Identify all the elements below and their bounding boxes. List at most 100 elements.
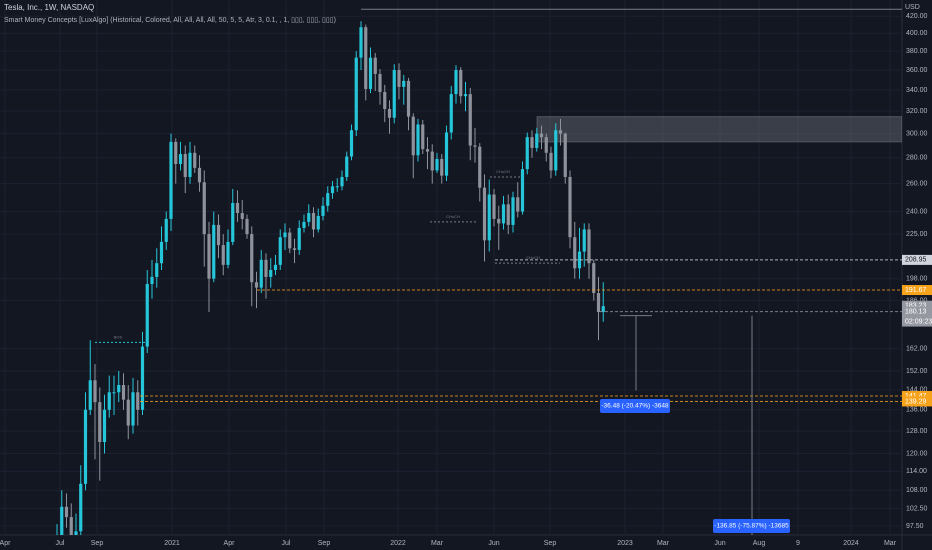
y-tick-label: 260.00: [906, 180, 928, 187]
candle-body: [573, 237, 577, 269]
x-tick-label: Jul: [56, 540, 65, 547]
candle-body: [392, 70, 396, 118]
structure-label: CHoCH: [496, 169, 510, 174]
candle-body: [326, 193, 330, 206]
candle-body: [197, 167, 202, 183]
candle-body: [112, 392, 116, 394]
candle-body: [150, 276, 154, 285]
candle-body: [269, 269, 273, 277]
price-label: 191.67: [905, 287, 927, 294]
candle-body: [216, 224, 221, 246]
candle-body: [164, 218, 168, 242]
candle-body: [440, 158, 444, 176]
price-label: 208.95: [905, 257, 927, 264]
candle-body: [345, 156, 349, 177]
candle-body: [273, 264, 278, 270]
candle-body: [406, 80, 411, 117]
chart-title: Tesla, Inc., 1W, NASDAQ: [4, 3, 94, 12]
candle-body: [354, 57, 358, 131]
candle-body: [212, 224, 216, 279]
candle-body: [278, 237, 282, 265]
candle-body: [587, 229, 591, 264]
price-label-box: [902, 396, 932, 407]
y-tick-label: 128.00: [906, 428, 928, 435]
candle-body: [397, 70, 401, 87]
x-tick-label: 2021: [164, 540, 180, 547]
candle-body: [349, 130, 354, 157]
measure-box: [713, 519, 790, 533]
x-tick-label: Aug: [753, 540, 766, 547]
price-label-box: [902, 391, 932, 402]
candle-body: [473, 145, 477, 147]
premium-zone: [536, 116, 902, 143]
candle-body: [482, 187, 487, 241]
candle-body: [140, 346, 145, 410]
price-label: 183.23: [905, 303, 927, 310]
candle-body: [60, 506, 64, 535]
x-tick-label: Jun: [714, 540, 725, 547]
candle-body: [525, 137, 529, 170]
candle-body: [83, 409, 88, 484]
y-tick-label: 144.00: [906, 387, 928, 394]
candle-body: [554, 130, 558, 171]
candle-body: [378, 73, 382, 93]
candle-body: [501, 204, 506, 224]
x-tick-label: Sep: [544, 540, 557, 547]
candle-body: [188, 152, 192, 177]
candle-body: [330, 186, 335, 194]
candle-body: [468, 94, 472, 146]
price-label: 141.47: [905, 393, 927, 400]
candle-body: [283, 232, 287, 238]
candle-body: [411, 116, 415, 156]
y-tick-label: 300.00: [906, 131, 928, 138]
candle-body: [202, 182, 206, 235]
candle-body: [254, 282, 259, 288]
x-tick-label: Mar: [884, 540, 897, 547]
candle-body: [340, 176, 344, 187]
x-tick-label: 2023: [617, 540, 633, 547]
x-tick-label: 2024: [843, 540, 859, 547]
candle-body: [487, 194, 491, 241]
candle-body: [98, 402, 102, 443]
candle-body: [530, 137, 534, 148]
y-tick-label: 360.00: [906, 67, 928, 74]
x-tick-label: Sep: [318, 540, 331, 547]
x-tick-label: 2022: [390, 540, 406, 547]
candle-body: [235, 202, 240, 214]
countdown: 02:09:23: [905, 318, 932, 325]
candle-body: [79, 483, 83, 532]
y-tick-label: 114.00: [906, 468, 927, 475]
candle-body: [425, 149, 430, 152]
structure-label: CHoCH: [446, 214, 460, 219]
x-tick-label: Jun: [488, 540, 499, 547]
y-tick-label: 420.00: [906, 13, 928, 20]
measure-label: -36.48 (-20.47%) -3648: [601, 403, 669, 410]
candle-body: [316, 215, 320, 230]
candle-body: [373, 57, 377, 74]
candle-body: [321, 205, 325, 216]
candle-body: [259, 259, 263, 288]
price-label-box: [902, 285, 932, 296]
y-tick-label: 340.00: [906, 87, 928, 94]
measure-label: -136.85 (-75.87%) -13685: [714, 523, 789, 530]
candle-body: [207, 234, 211, 279]
candle-body: [193, 152, 197, 168]
candle-body: [64, 506, 69, 518]
candle-body: [387, 108, 392, 118]
candle-body: [364, 27, 368, 89]
candle-body: [582, 229, 586, 252]
candle-body: [174, 141, 178, 165]
y-tick-label: 320.00: [906, 108, 928, 115]
candle-body: [459, 70, 463, 97]
price-label-box: [902, 300, 932, 311]
candle-body: [520, 169, 525, 212]
candle-body: [449, 94, 453, 133]
structure-label: BOS: [114, 334, 123, 339]
y-tick-label: 198.00: [906, 276, 928, 283]
x-tick-label: Mar: [431, 540, 444, 547]
candle-body: [245, 218, 249, 235]
axes: 420.00 400.00 380.00 360.00 340.00 320.00 300.…: [0, 13, 932, 547]
candle-body: [535, 133, 539, 148]
candle-body: [568, 176, 572, 238]
